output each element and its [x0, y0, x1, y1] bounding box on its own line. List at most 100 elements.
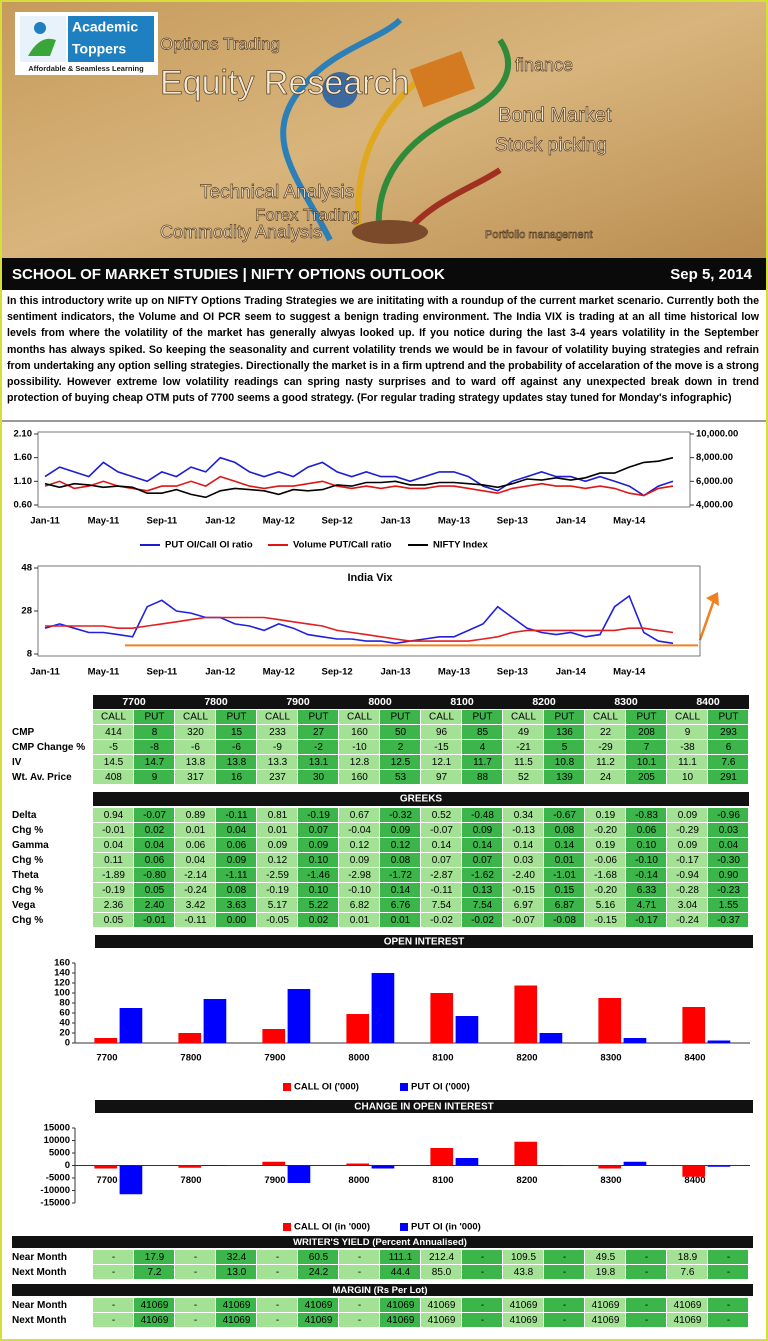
cell-value: -: [112, 1300, 115, 1311]
cell-value: 0.14: [391, 885, 411, 896]
cell-value: 160: [351, 727, 368, 738]
cell-value: -1.46: [307, 870, 330, 881]
cell: [298, 838, 338, 852]
cell: [257, 913, 297, 927]
cell: [585, 1298, 625, 1312]
cell-value: -0.15: [512, 885, 535, 896]
cell: [134, 1298, 174, 1312]
bar: [514, 1141, 538, 1166]
strike-label: 7800: [204, 696, 228, 708]
cell: [667, 1250, 707, 1264]
legend-swatch: [283, 1223, 291, 1231]
cell-value: 13.8: [186, 757, 206, 768]
x-tick-label: 7700: [96, 1175, 117, 1186]
banner-word: Equity Research: [160, 64, 409, 102]
cell-value: 1.55: [719, 900, 739, 911]
cell: [544, 838, 584, 852]
cell: [93, 808, 133, 822]
type-label: PUT: [227, 712, 247, 723]
cell: [462, 740, 502, 754]
cell: [585, 1250, 625, 1264]
bar: [346, 1014, 370, 1043]
legend-swatch: [400, 1083, 408, 1091]
cell-value: -0.19: [266, 885, 289, 896]
cell: [544, 740, 584, 754]
cell-value: -0.11: [430, 885, 452, 896]
cell: [134, 755, 174, 769]
cell: [93, 755, 133, 769]
cell-value: 0.89: [186, 810, 206, 821]
cell: [462, 823, 502, 837]
cell-value: -2: [314, 742, 323, 753]
strike-label: 7700: [122, 696, 146, 708]
legend-label: PUT OI ('000): [411, 1082, 470, 1093]
cell: [462, 1250, 502, 1264]
cell-value: 14.7: [145, 757, 165, 768]
cell: [626, 853, 666, 867]
cell: [503, 740, 543, 754]
series-line: [44, 456, 674, 499]
cell-value: 0.07: [473, 855, 493, 866]
cell: [503, 868, 543, 882]
strike-label: 8400: [696, 696, 720, 708]
cell: [708, 868, 748, 882]
cell-value: -1.72: [389, 870, 412, 881]
cell-value: 24.2: [309, 1267, 329, 1278]
cell-value: 41069: [592, 1315, 620, 1326]
bar: [203, 999, 227, 1043]
y-tick-label: -15000: [40, 1198, 70, 1209]
cell-value: 0.14: [473, 840, 493, 851]
type-cell: [134, 710, 174, 724]
cell: [216, 1298, 256, 1312]
cell: [134, 770, 174, 784]
cell: [175, 868, 215, 882]
cell: [503, 1313, 543, 1327]
series-line: [44, 594, 674, 645]
type-label: CALL: [347, 712, 372, 723]
y-tick-label: 8: [27, 649, 32, 660]
type-cell: [585, 710, 625, 724]
cell: [339, 898, 379, 912]
cell-value: -: [358, 1300, 361, 1311]
cell: [462, 725, 502, 739]
section-title: OPEN INTEREST: [384, 937, 465, 948]
page-date: Sep 5, 2014: [670, 266, 752, 283]
bar: [682, 1007, 706, 1043]
cell-value: 5.17: [268, 900, 288, 911]
cell: [503, 823, 543, 837]
cell-value: 0.67: [350, 810, 370, 821]
cell-value: 0.09: [350, 855, 370, 866]
cell: [421, 1250, 461, 1264]
cell-value: 0.12: [391, 840, 411, 851]
cell-value: -0.07: [430, 825, 453, 836]
type-label: PUT: [637, 712, 657, 723]
row-label: Vega: [12, 900, 36, 911]
cell: [298, 1298, 338, 1312]
y-tick-label: 28: [21, 606, 32, 617]
cell-value: 50: [395, 727, 407, 738]
cell-value: 0.81: [268, 810, 288, 821]
cell-value: -1.01: [553, 870, 576, 881]
y-tick-label: 100: [54, 988, 70, 999]
bar: [178, 1165, 202, 1168]
cell-value: 41069: [305, 1315, 333, 1326]
cell-value: 0.09: [678, 840, 698, 851]
cell: [93, 913, 133, 927]
logo-title: Toppers: [72, 41, 126, 57]
row-label: Delta: [12, 810, 37, 821]
cell: [380, 755, 420, 769]
cell-value: -0.37: [717, 915, 740, 926]
type-cell: [503, 710, 543, 724]
cell-value: 19.8: [596, 1267, 616, 1278]
cell-value: -: [727, 1252, 730, 1263]
cell-value: -0.13: [512, 825, 535, 836]
cell: [462, 853, 502, 867]
cell-value: -: [645, 1267, 648, 1278]
cell: [544, 755, 584, 769]
bar: [707, 1040, 731, 1043]
bar: [119, 1165, 143, 1195]
type-cell: [462, 710, 502, 724]
cell: [462, 808, 502, 822]
type-cell: [421, 710, 461, 724]
bar: [287, 1165, 311, 1183]
